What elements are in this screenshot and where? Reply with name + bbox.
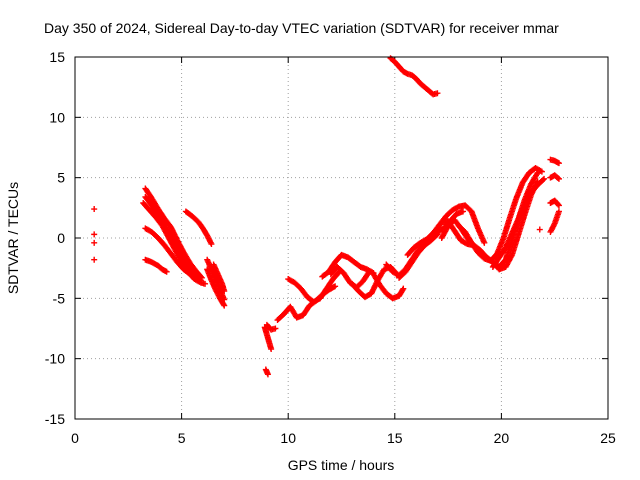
- series-t5: [142, 225, 200, 280]
- data-point: [264, 371, 271, 378]
- series-t1: [91, 206, 98, 263]
- data-point: [555, 160, 562, 167]
- data-point: [208, 241, 215, 248]
- data-point: [91, 231, 98, 238]
- series-t9: [204, 266, 228, 309]
- data-point: [221, 288, 228, 295]
- series-t29: [547, 197, 562, 209]
- chart-title: Day 350 of 2024, Sidereal Day-to-day VTE…: [44, 20, 559, 36]
- series-t26: [489, 175, 548, 270]
- x-tick-label: 10: [280, 430, 296, 446]
- series-t31: [536, 226, 543, 233]
- y-tick-label: -15: [45, 411, 65, 427]
- y-tick-label: -10: [45, 351, 65, 367]
- data-point: [221, 302, 228, 309]
- x-tick-label: 5: [178, 430, 186, 446]
- data-point: [460, 208, 467, 215]
- y-tick-label: 15: [49, 49, 65, 65]
- series-t11: [261, 324, 275, 353]
- data-point: [196, 278, 203, 285]
- data-point: [91, 206, 98, 213]
- data-point: [220, 301, 227, 308]
- series-t27: [547, 156, 562, 167]
- y-tick-label: 0: [57, 230, 65, 246]
- series-t12: [263, 321, 279, 333]
- series-t10: [210, 261, 228, 295]
- series-t19: [370, 271, 407, 302]
- data-point: [202, 280, 209, 287]
- data-point: [538, 168, 545, 175]
- data-point: [537, 167, 544, 174]
- series-t32: [387, 55, 441, 98]
- y-tick-label: 10: [49, 109, 65, 125]
- data-point: [91, 239, 98, 246]
- data-point: [536, 226, 543, 233]
- series-t16: [319, 251, 377, 280]
- series-t7: [182, 208, 215, 248]
- data-points: [91, 55, 562, 378]
- data-point: [400, 285, 407, 292]
- data-point: [555, 175, 562, 182]
- x-tick-label: 20: [494, 430, 510, 446]
- data-point: [365, 269, 372, 276]
- data-point: [332, 283, 339, 290]
- data-point: [554, 174, 561, 181]
- data-point: [193, 273, 200, 280]
- data-point: [163, 268, 170, 275]
- data-point: [481, 239, 488, 246]
- x-tick-label: 0: [71, 430, 79, 446]
- data-point: [555, 208, 562, 215]
- series-t30: [547, 208, 562, 235]
- series-t25: [455, 165, 545, 264]
- data-point: [366, 268, 373, 275]
- series-t6: [142, 256, 170, 275]
- x-tick-label: 25: [600, 430, 616, 446]
- data-point: [555, 201, 562, 208]
- y-tick-label: -5: [53, 290, 66, 306]
- plot-frame: [74, 56, 609, 420]
- data-point: [272, 325, 279, 332]
- x-tick-label: 15: [387, 430, 403, 446]
- x-axis-label: GPS time / hours: [288, 457, 395, 473]
- series-t13: [262, 366, 271, 378]
- data-point: [399, 286, 406, 293]
- y-tick-label: 5: [57, 170, 65, 186]
- data-point: [555, 202, 562, 209]
- data-point: [268, 346, 275, 353]
- y-axis-label: SDTVAR / TECUs: [5, 182, 21, 294]
- data-point: [434, 90, 441, 97]
- data-point: [539, 176, 546, 183]
- data-point: [91, 256, 98, 263]
- series-t28: [547, 172, 562, 182]
- series-t15: [285, 268, 343, 305]
- data-point: [541, 175, 548, 182]
- data-point: [330, 283, 337, 290]
